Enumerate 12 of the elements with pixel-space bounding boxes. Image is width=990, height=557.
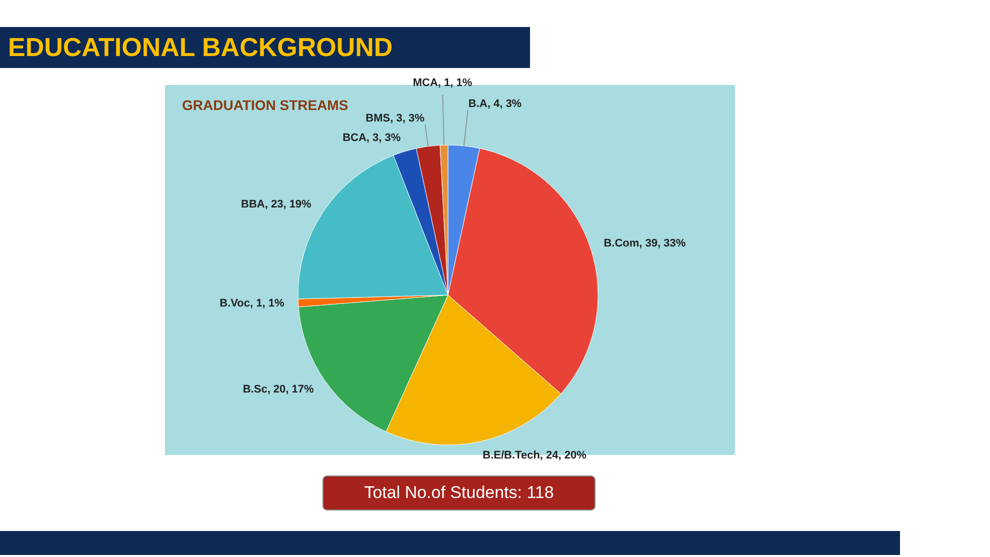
slice-label: BBA, 23, 19%	[241, 198, 312, 210]
slice-label: B.Com, 39, 33%	[604, 237, 686, 250]
slice-label: B.E/B.Tech, 24, 20%	[482, 449, 587, 462]
slice-label: B.Voc, 1, 1%	[220, 298, 284, 310]
slice-label: BCA, 3, 3%	[342, 132, 401, 144]
slice-label: B.A, 4, 3%	[468, 98, 522, 110]
chart-title: EDUCATIONAL BACKGROUND	[8, 32, 393, 62]
slice-label: BMS, 3, 3%	[366, 112, 425, 125]
text: GRADUATION STREAMS	[182, 97, 348, 113]
slice-label: MCA, 1, 1%	[412, 77, 472, 90]
slice-label: B.Sc, 20, 17%	[242, 383, 314, 396]
text: Total No.of Students: 118	[364, 483, 554, 502]
